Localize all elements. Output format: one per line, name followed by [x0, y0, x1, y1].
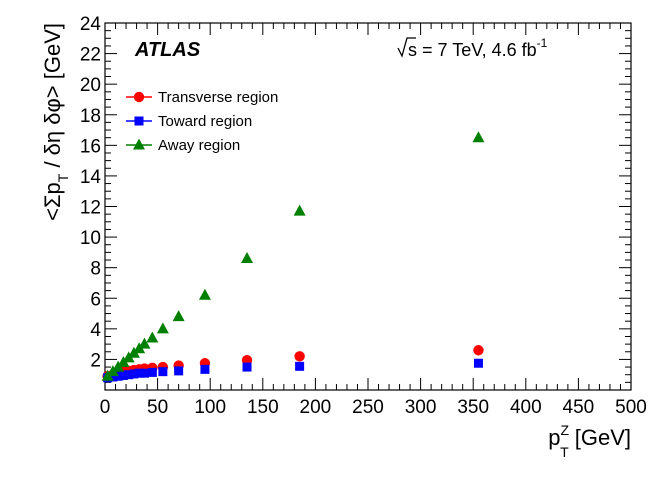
y-tick-label: 8: [90, 259, 101, 280]
x-tick-label: 250: [352, 397, 384, 418]
x-tick-label: 500: [615, 397, 647, 418]
legend-marker: [133, 138, 145, 150]
y-axis-text: <Σp: [40, 182, 65, 221]
x-tick-label: 50: [147, 397, 168, 418]
markers-layer: [101, 131, 485, 383]
away-point: [472, 131, 485, 143]
transverse-point: [294, 351, 305, 362]
energy-superscript: -1: [537, 36, 548, 50]
x-axis-subscript: T: [560, 444, 569, 460]
energy-label: s = 7 TeV, 4.6 fb-1: [397, 36, 548, 60]
x-tick-label: 350: [457, 397, 489, 418]
away-point: [156, 322, 169, 334]
legend-label: Toward region: [158, 113, 252, 130]
y-tick-label: 20: [80, 75, 101, 96]
toward-point: [124, 370, 134, 380]
away-point: [198, 288, 211, 300]
toward-point: [242, 362, 252, 372]
svg-text:s = 7 TeV, 4.6 fb-1: s = 7 TeV, 4.6 fb-1: [408, 36, 548, 60]
x-axis-title: pZ T [GeV]: [548, 422, 631, 460]
legend-marker: [133, 91, 145, 103]
toward-point: [200, 364, 210, 374]
away-point: [172, 310, 185, 322]
x-tick-label: 150: [247, 397, 279, 418]
toward-point: [147, 367, 157, 377]
x-axis-symbol: p: [548, 425, 560, 450]
legend-label: Transverse region: [158, 89, 278, 106]
legend-marker: [134, 116, 144, 126]
energy-text: = 7 TeV, 4.6 fb: [417, 40, 537, 60]
toward-point: [295, 361, 305, 371]
toward-point: [139, 368, 149, 378]
y-tick-label: 12: [80, 198, 101, 219]
x-tick-label: 0: [100, 397, 111, 418]
y-tick-label: 10: [80, 228, 101, 249]
legend-label: Away region: [158, 137, 240, 154]
y-tick-label: 14: [80, 167, 102, 188]
x-tick-label: 100: [194, 397, 226, 418]
experiment-label: ATLAS: [134, 39, 201, 61]
away-point: [293, 204, 306, 216]
legend: Transverse region Toward region Away regio…: [126, 89, 278, 154]
x-tick-label: 200: [300, 397, 332, 418]
y-tick-label: 6: [90, 289, 101, 310]
toward-point: [108, 372, 118, 382]
energy-sqrt-arg: s: [408, 40, 417, 60]
away-point: [146, 331, 159, 343]
toward-point: [113, 371, 123, 381]
transverse-point: [473, 345, 484, 356]
toward-point: [129, 369, 139, 379]
y-tick-label: 24: [80, 14, 102, 35]
toward-point: [158, 367, 168, 377]
x-axis-superscript: Z: [561, 422, 570, 438]
toward-point: [473, 358, 483, 368]
x-tick-label: 400: [510, 397, 542, 418]
y-axis-title: <ΣpT / δη δφ> [GeV]: [40, 23, 71, 221]
y-tick-label: 22: [80, 45, 101, 66]
sqrt-sign-icon: [397, 37, 416, 58]
x-tick-label: 300: [405, 397, 437, 418]
y-tick-label: 2: [90, 350, 101, 371]
away-point: [241, 251, 254, 263]
toward-point: [118, 370, 128, 380]
y-axis-rest: / δη δφ> [GeV]: [40, 23, 65, 174]
plot-frame: [104, 22, 632, 391]
x-tick-label: 450: [563, 397, 595, 418]
y-tick-label: 18: [80, 106, 101, 127]
x-axis-unit: [GeV]: [569, 425, 631, 450]
toward-point: [134, 368, 144, 378]
y-axis-subscript: T: [55, 173, 71, 182]
away-point: [138, 337, 151, 349]
y-tick-label: 4: [90, 320, 101, 341]
ticks-layer: 0 50 100 150 200 250 300 350 400 450 5002468101214…: [80, 14, 647, 418]
toward-point: [174, 366, 184, 376]
y-tick-label: 16: [80, 136, 101, 157]
